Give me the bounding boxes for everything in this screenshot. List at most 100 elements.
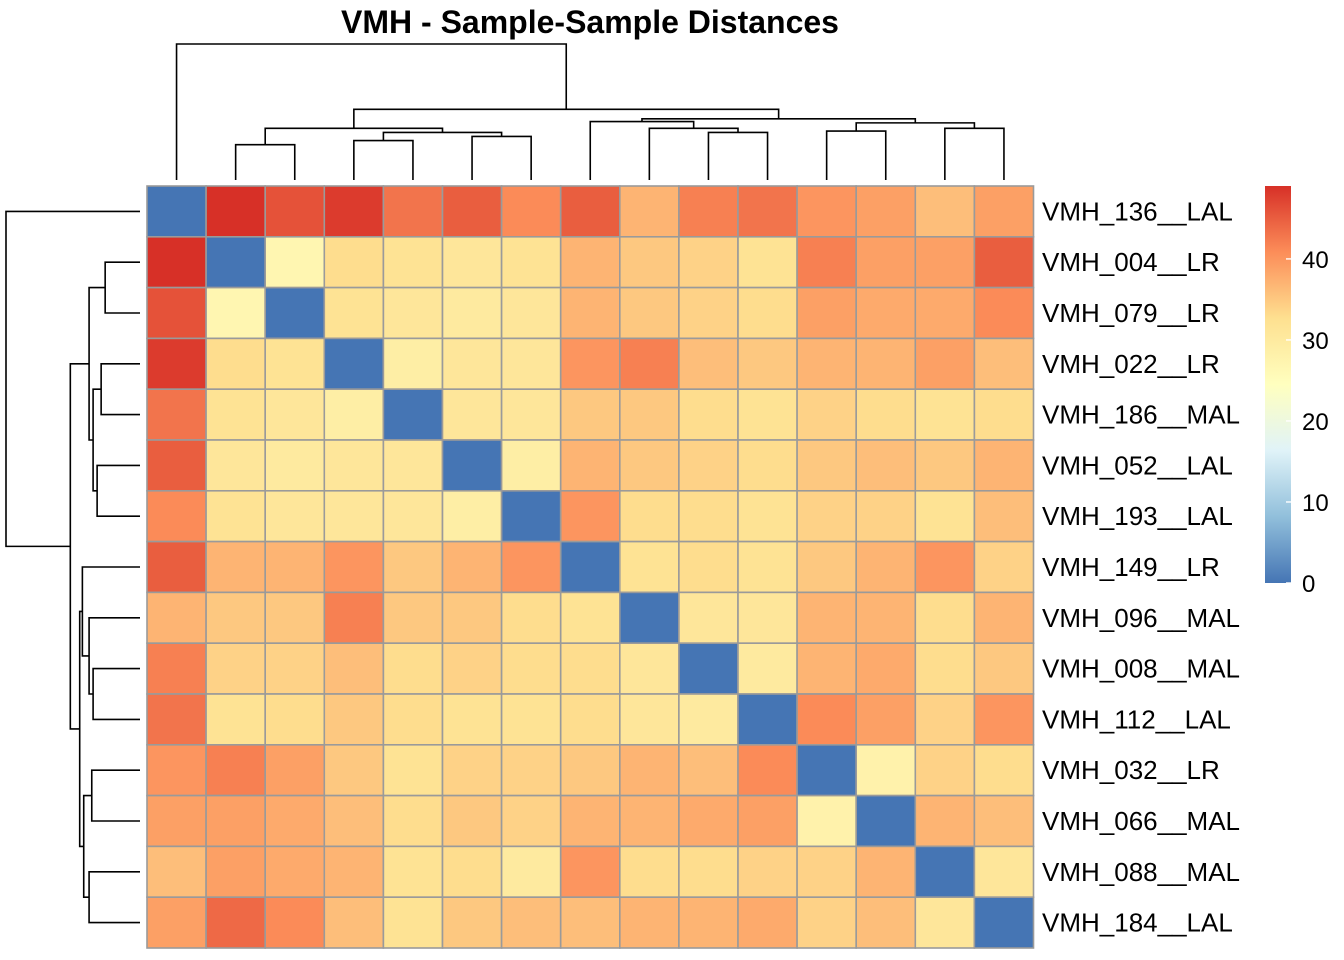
cell-r9-c8	[618, 642, 680, 695]
cell-r9-c14	[973, 642, 1035, 695]
cell-r0-c4	[382, 185, 444, 238]
row-label: VMH_193__LAL	[1042, 501, 1233, 531]
row-label: VMH_149__LR	[1042, 552, 1220, 582]
cell-r5-c6	[500, 439, 562, 492]
cell-r5-c9	[678, 439, 739, 492]
row-dendro-link	[90, 769, 140, 822]
cell-r3-c1	[205, 337, 267, 390]
cell-r0-c0	[146, 185, 207, 238]
cell-r2-c6	[500, 286, 562, 340]
col-dendro-link	[353, 139, 414, 180]
cell-r7-c9	[678, 540, 739, 594]
cell-r8-c9	[678, 591, 739, 645]
cell-r1-c10	[737, 236, 798, 289]
cell-r0-c3	[323, 185, 385, 238]
cell-r8-c11	[796, 591, 857, 645]
cell-r9-c10	[737, 642, 798, 695]
cell-r1-c5	[441, 236, 503, 289]
color-legend-tick-label: 40	[1302, 247, 1329, 274]
cell-r4-c4	[382, 388, 444, 441]
col-dendro-link	[175, 43, 568, 180]
cell-r7-c7	[559, 540, 621, 594]
cell-r4-c2	[264, 388, 326, 441]
cell-r12-c3	[323, 794, 385, 848]
cell-r9-c13	[914, 642, 976, 695]
cell-r0-c1	[205, 185, 267, 238]
cell-r2-c11	[796, 286, 857, 340]
row-label: VMH_088__MAL	[1042, 857, 1240, 887]
cell-r8-c0	[146, 591, 207, 645]
cell-r14-c6	[500, 896, 562, 949]
cell-r7-c5	[441, 540, 503, 594]
cell-r14-c10	[737, 896, 798, 949]
cell-r3-c5	[441, 337, 503, 390]
cell-r7-c11	[796, 540, 857, 594]
cell-r3-c14	[973, 337, 1035, 390]
cell-r2-c7	[559, 286, 621, 340]
cell-r12-c10	[737, 794, 798, 848]
cell-r0-c5	[441, 185, 503, 238]
cell-r9-c5	[441, 642, 503, 695]
cell-r7-c6	[500, 540, 562, 594]
cell-r13-c3	[323, 845, 385, 899]
cell-r0-c12	[855, 185, 917, 238]
cell-r7-c2	[264, 540, 326, 594]
cell-r12-c5	[441, 794, 503, 848]
cell-r14-c5	[441, 896, 503, 949]
cell-r13-c8	[618, 845, 680, 899]
cell-r14-c7	[559, 896, 621, 949]
cell-r2-c14	[973, 286, 1035, 340]
cell-r11-c9	[678, 743, 739, 797]
col-dendro-link	[944, 127, 1005, 180]
cell-r4-c0	[146, 388, 207, 441]
cell-r2-c0	[146, 286, 207, 340]
cell-r9-c9	[678, 642, 739, 695]
cell-r2-c3	[323, 286, 385, 340]
cell-r9-c12	[855, 642, 917, 695]
cell-r12-c2	[264, 794, 326, 848]
cell-r8-c4	[382, 591, 444, 645]
cell-r14-c1	[205, 896, 267, 949]
cell-r9-c1	[205, 642, 267, 695]
cell-r10-c10	[737, 693, 798, 746]
cell-r1-c2	[264, 236, 326, 289]
cell-r0-c14	[973, 185, 1035, 238]
cell-r7-c10	[737, 540, 798, 594]
cell-r1-c3	[323, 236, 385, 289]
cell-r9-c7	[559, 642, 621, 695]
cell-r10-c11	[796, 693, 857, 746]
cell-r8-c8	[618, 591, 680, 645]
cell-r8-c3	[323, 591, 385, 645]
cell-r5-c4	[382, 439, 444, 492]
cell-r13-c7	[559, 845, 621, 899]
cell-r12-c14	[973, 794, 1035, 848]
cell-r0-c10	[737, 185, 798, 238]
cell-r4-c5	[441, 388, 503, 441]
cell-r12-c1	[205, 794, 267, 848]
col-dendro-link	[471, 135, 532, 180]
col-dendro-link	[589, 120, 695, 180]
row-dendro-link	[88, 871, 140, 924]
cell-r1-c0	[146, 236, 207, 289]
cell-r5-c13	[914, 439, 976, 492]
cell-r0-c9	[678, 185, 739, 238]
cell-r12-c9	[678, 794, 739, 848]
cell-r12-c7	[559, 794, 621, 848]
cell-r13-c0	[146, 845, 207, 899]
col-dendro-link	[707, 131, 769, 180]
cell-r7-c3	[323, 540, 385, 594]
cell-r6-c10	[737, 489, 798, 543]
cell-r7-c0	[146, 540, 207, 594]
cell-r1-c8	[618, 236, 680, 289]
cell-r14-c12	[855, 896, 917, 949]
row-dendro-link	[82, 794, 92, 898]
cell-r10-c4	[382, 693, 444, 746]
cell-r10-c9	[678, 693, 739, 746]
cell-r9-c11	[796, 642, 857, 695]
cell-r5-c14	[973, 439, 1035, 492]
cell-r11-c2	[264, 743, 326, 797]
row-label: VMH_186__MAL	[1042, 400, 1240, 430]
cell-r0-c8	[618, 185, 680, 238]
cell-r5-c7	[559, 439, 621, 492]
cell-r11-c11	[796, 743, 857, 797]
